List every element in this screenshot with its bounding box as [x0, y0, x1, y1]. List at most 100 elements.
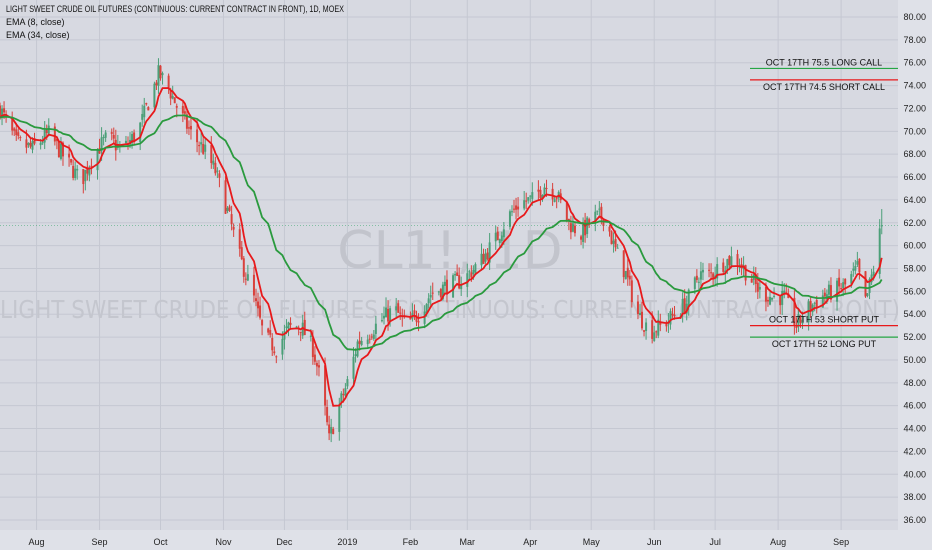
candle-body [673, 314, 676, 317]
candle-body [218, 173, 221, 178]
candle-body [417, 321, 420, 323]
candle-body [551, 188, 554, 200]
chart-title: LIGHT SWEET CRUDE OIL FUTURES (CONTINUOU… [6, 4, 344, 14]
candle [484, 248, 487, 264]
candle [204, 138, 207, 160]
chart-legend: LIGHT SWEET CRUDE OIL FUTURES (CONTINUOU… [6, 4, 344, 40]
candle [710, 263, 713, 281]
candle-body [687, 289, 690, 307]
candle-body [84, 169, 87, 182]
candle-body [468, 271, 471, 273]
candle-body [496, 231, 499, 241]
candle [214, 156, 217, 176]
candle-body [189, 125, 192, 130]
candle [779, 295, 782, 315]
x-tick-label: Sep [92, 537, 108, 547]
candle-body [43, 129, 46, 143]
candle-body [287, 322, 290, 329]
candle [543, 183, 546, 197]
candle [797, 309, 800, 332]
candle-body [200, 142, 203, 145]
candle-body [299, 331, 302, 333]
candle-body [584, 219, 587, 236]
candle [515, 197, 518, 220]
legend-ema-8: EMA (8, close) [6, 17, 65, 27]
x-tick-label: Jun [647, 537, 662, 547]
candle-body [858, 258, 861, 273]
x-tick-label: Dec [276, 537, 293, 547]
candle [695, 269, 698, 283]
candle-body [756, 282, 759, 292]
candle-body [242, 258, 245, 277]
candle-body [352, 356, 355, 379]
y-tick-label: 50.00 [903, 355, 926, 365]
candle [238, 223, 241, 257]
candle [17, 128, 20, 140]
x-tick-label: Aug [29, 537, 45, 547]
annotation-label: OCT 17TH 74.5 SHORT CALL [763, 82, 885, 92]
candle-body [726, 259, 729, 270]
candle-body [143, 105, 146, 118]
candle [102, 134, 105, 146]
candle-body [565, 202, 568, 221]
candle-body [309, 335, 312, 338]
candle [527, 197, 530, 204]
candle-body [183, 111, 186, 114]
candle [655, 330, 658, 339]
candle-body [779, 296, 782, 306]
candle-body [472, 269, 475, 275]
candle [55, 137, 58, 150]
candle-body [494, 232, 497, 242]
y-tick-label: 64.00 [903, 195, 926, 205]
candle-body [773, 295, 776, 297]
candle-body [531, 192, 534, 199]
candle [287, 321, 290, 337]
candle-body [517, 206, 520, 210]
candle-body [701, 269, 704, 273]
candle-body [244, 278, 247, 280]
candle-body [210, 145, 213, 164]
price-axis[interactable]: 80.00 78.00 76.00 74.00 72.00 70.00 68.00 66.00… [898, 0, 932, 550]
candle [104, 130, 107, 142]
candle-body [358, 340, 361, 344]
candle-body [226, 207, 229, 212]
candle-body [259, 305, 262, 318]
candle [730, 246, 733, 269]
candle-body [240, 247, 243, 260]
candle-body [346, 379, 349, 387]
candle [257, 292, 260, 317]
y-tick-label: 54.00 [903, 309, 926, 319]
candle [844, 278, 847, 294]
candle [456, 264, 459, 277]
candle [669, 308, 672, 330]
time-axis[interactable]: Aug Sep Oct Nov Dec 2019 Feb Mar Apr May Jun Jul Aug… [0, 530, 932, 550]
candle [555, 196, 558, 209]
candle [74, 161, 77, 181]
grid-lines [0, 0, 898, 530]
candle-body [271, 337, 274, 351]
candle-body [793, 297, 796, 326]
candle-body [74, 168, 77, 179]
candle-body [254, 298, 257, 302]
candle-body [880, 225, 883, 227]
candle [529, 195, 532, 203]
candle [866, 293, 869, 298]
y-tick-label: 74.00 [903, 81, 926, 91]
candle-body [736, 254, 739, 265]
candle [496, 226, 499, 241]
candle [681, 292, 684, 323]
candle-body [645, 322, 648, 331]
candle-body [596, 210, 599, 212]
candle [437, 290, 440, 296]
candle [413, 304, 416, 320]
candle [153, 81, 156, 109]
candle-body [441, 284, 444, 300]
candle-body [423, 311, 426, 324]
candle [155, 79, 158, 91]
candle [638, 304, 641, 316]
candle-body [230, 214, 233, 225]
candle-body [799, 315, 802, 323]
candle-body [580, 236, 583, 240]
candle [494, 225, 497, 250]
